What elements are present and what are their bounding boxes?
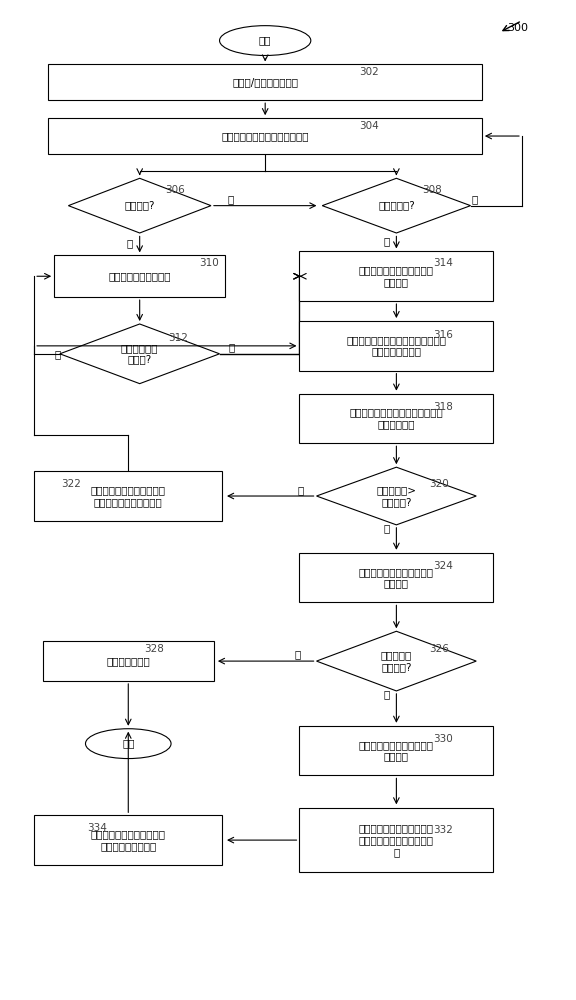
Text: 是: 是 (127, 238, 133, 248)
Text: 322: 322 (62, 479, 81, 489)
Text: 316: 316 (434, 330, 453, 340)
Text: 选择用于发动机下拉的气门
升程廓线: 选择用于发动机下拉的气门 升程廓线 (359, 740, 434, 761)
Text: 304: 304 (359, 121, 379, 131)
Text: 转变到用于气缸燃烧的气门
升程廓线: 转变到用于气缸燃烧的气门 升程廓线 (359, 567, 434, 588)
Text: 320: 320 (430, 479, 449, 489)
Text: 306: 306 (165, 185, 185, 195)
Text: 满足发动机
停机条件?: 满足发动机 停机条件? (381, 650, 412, 672)
Polygon shape (322, 178, 471, 233)
Text: 开始: 开始 (259, 36, 271, 46)
Text: 是: 是 (383, 236, 389, 246)
Text: 300: 300 (507, 23, 529, 33)
Text: 否: 否 (297, 485, 304, 495)
Text: 否: 否 (295, 649, 301, 659)
Text: 是: 是 (228, 342, 234, 352)
Text: 在起动转动发动机的同时保
持所选择的气门升程廓线: 在起动转动发动机的同时保 持所选择的气门升程廓线 (91, 485, 166, 507)
Text: 响应于气门调整在发动机上拉期间
调整马达扭矩: 响应于气门调整在发动机上拉期间 调整马达扭矩 (350, 408, 444, 429)
FancyBboxPatch shape (34, 815, 222, 865)
Text: 是: 是 (383, 689, 389, 699)
Text: 基于车辆工况选择车辆操作模式: 基于车辆工况选择车辆操作模式 (221, 131, 309, 141)
Text: 是: 是 (383, 523, 389, 533)
Text: 318: 318 (434, 402, 453, 412)
Text: 响应于气门调整在发动机下
拉期间调整马达扭矩: 响应于气门调整在发动机下 拉期间调整马达扭矩 (91, 829, 166, 851)
Text: 估计和/或测量车辆工况: 估计和/或测量车辆工况 (232, 77, 298, 87)
FancyBboxPatch shape (300, 394, 494, 443)
Text: 在以所选择的气门升程廓线
操作的同时使发动机减速旋
转: 在以所选择的气门升程廓线 操作的同时使发动机减速旋 转 (359, 824, 434, 857)
FancyBboxPatch shape (48, 64, 482, 100)
FancyBboxPatch shape (300, 808, 494, 872)
Text: 否: 否 (472, 194, 478, 204)
Text: 否: 否 (228, 194, 234, 204)
Text: 在以所选择的气门升程廓线操作的同
时起动转动发动机: 在以所选择的气门升程廓线操作的同 时起动转动发动机 (346, 335, 446, 357)
FancyBboxPatch shape (34, 471, 222, 521)
Text: 302: 302 (359, 67, 379, 77)
Text: 经由马达扭矩推进车辆: 经由马达扭矩推进车辆 (108, 271, 171, 281)
Text: 312: 312 (168, 333, 188, 343)
FancyBboxPatch shape (43, 641, 214, 681)
Text: 332: 332 (434, 825, 453, 835)
Polygon shape (69, 178, 211, 233)
FancyBboxPatch shape (300, 251, 494, 301)
Text: 满足发动机上
拉条件?: 满足发动机上 拉条件? (121, 343, 158, 365)
Text: 310: 310 (199, 258, 219, 268)
Text: 电动模式?: 电动模式? (124, 201, 155, 211)
Text: 328: 328 (144, 644, 164, 654)
Text: 324: 324 (434, 561, 453, 571)
Polygon shape (317, 631, 476, 691)
Text: 314: 314 (434, 258, 453, 268)
Text: 结束: 结束 (122, 739, 135, 749)
Text: 334: 334 (87, 823, 107, 833)
FancyBboxPatch shape (300, 321, 494, 371)
Text: 否: 否 (54, 349, 60, 359)
FancyBboxPatch shape (300, 726, 494, 775)
FancyBboxPatch shape (300, 553, 494, 602)
Text: 保持发动机操作: 保持发动机操作 (107, 656, 150, 666)
Ellipse shape (219, 26, 311, 55)
FancyBboxPatch shape (48, 118, 482, 154)
Ellipse shape (85, 729, 171, 759)
Text: 发动机转速>
阈值速度?: 发动机转速> 阈值速度? (376, 485, 416, 507)
Text: 330: 330 (434, 734, 453, 744)
Text: 发动机模式?: 发动机模式? (378, 201, 415, 211)
Polygon shape (60, 324, 219, 384)
Text: 326: 326 (430, 644, 449, 654)
Text: 选择用于发动机上拉的气门
升程廓线: 选择用于发动机上拉的气门 升程廓线 (359, 265, 434, 287)
Text: 308: 308 (422, 185, 442, 195)
Polygon shape (317, 467, 476, 525)
FancyBboxPatch shape (54, 255, 225, 297)
